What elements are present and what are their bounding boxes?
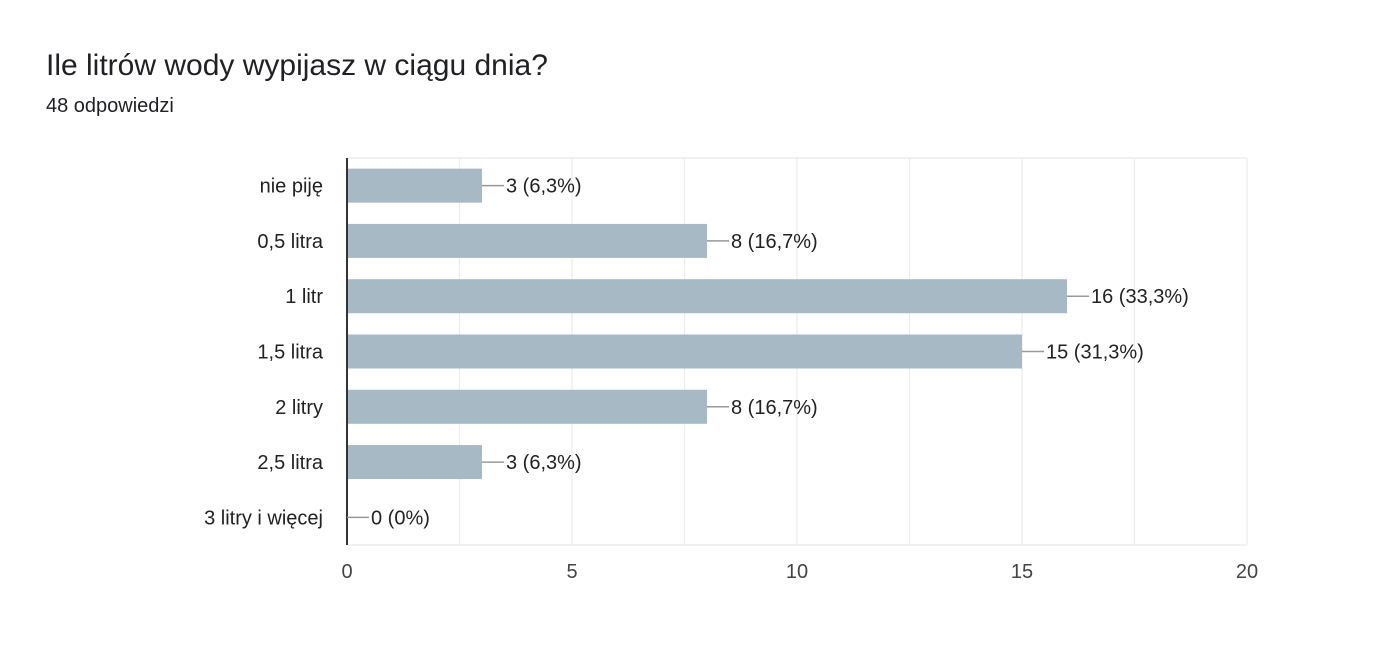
data-label: 16 (33,3%) (1091, 286, 1189, 308)
x-tick-label: 15 (1011, 561, 1033, 583)
bar (347, 168, 482, 203)
bar (347, 389, 707, 424)
response-count: 48 odpowiedzi (46, 95, 174, 117)
labels: 3 (6,3%) nie piję 8 (16,7%) 0,5 litra 16 (33… (204, 176, 1189, 530)
x-tick-label: 10 (786, 561, 808, 583)
question-title: Ile litrów wody wypijasz w ciągu dnia? (46, 49, 548, 82)
category-label: 2,5 litra (257, 452, 323, 474)
bar (347, 223, 707, 258)
category-label: 1 litr (285, 286, 323, 308)
bar (347, 279, 1067, 314)
category-label: 1,5 litra (257, 342, 323, 364)
data-label: 15 (31,3%) (1046, 342, 1144, 364)
x-tick-label: 0 (341, 561, 352, 583)
data-label: 8 (16,7%) (731, 397, 818, 419)
category-label: 2 litry (275, 397, 323, 419)
bars (347, 168, 1067, 480)
x-tick-label: 5 (566, 561, 577, 583)
category-label: nie piję (260, 176, 323, 198)
data-label: 0 (0%) (371, 507, 430, 529)
data-label: 8 (16,7%) (731, 231, 818, 253)
data-label: 3 (6,3%) (506, 176, 582, 198)
bar (347, 334, 1022, 369)
x-tick-label: 20 (1236, 561, 1258, 583)
axes: 0 5 10 15 20 (341, 158, 1258, 583)
category-label: 3 litry i więcej (204, 507, 323, 529)
category-label: 0,5 litra (257, 231, 323, 253)
bar (347, 445, 482, 480)
data-label: 3 (6,3%) (506, 452, 582, 474)
